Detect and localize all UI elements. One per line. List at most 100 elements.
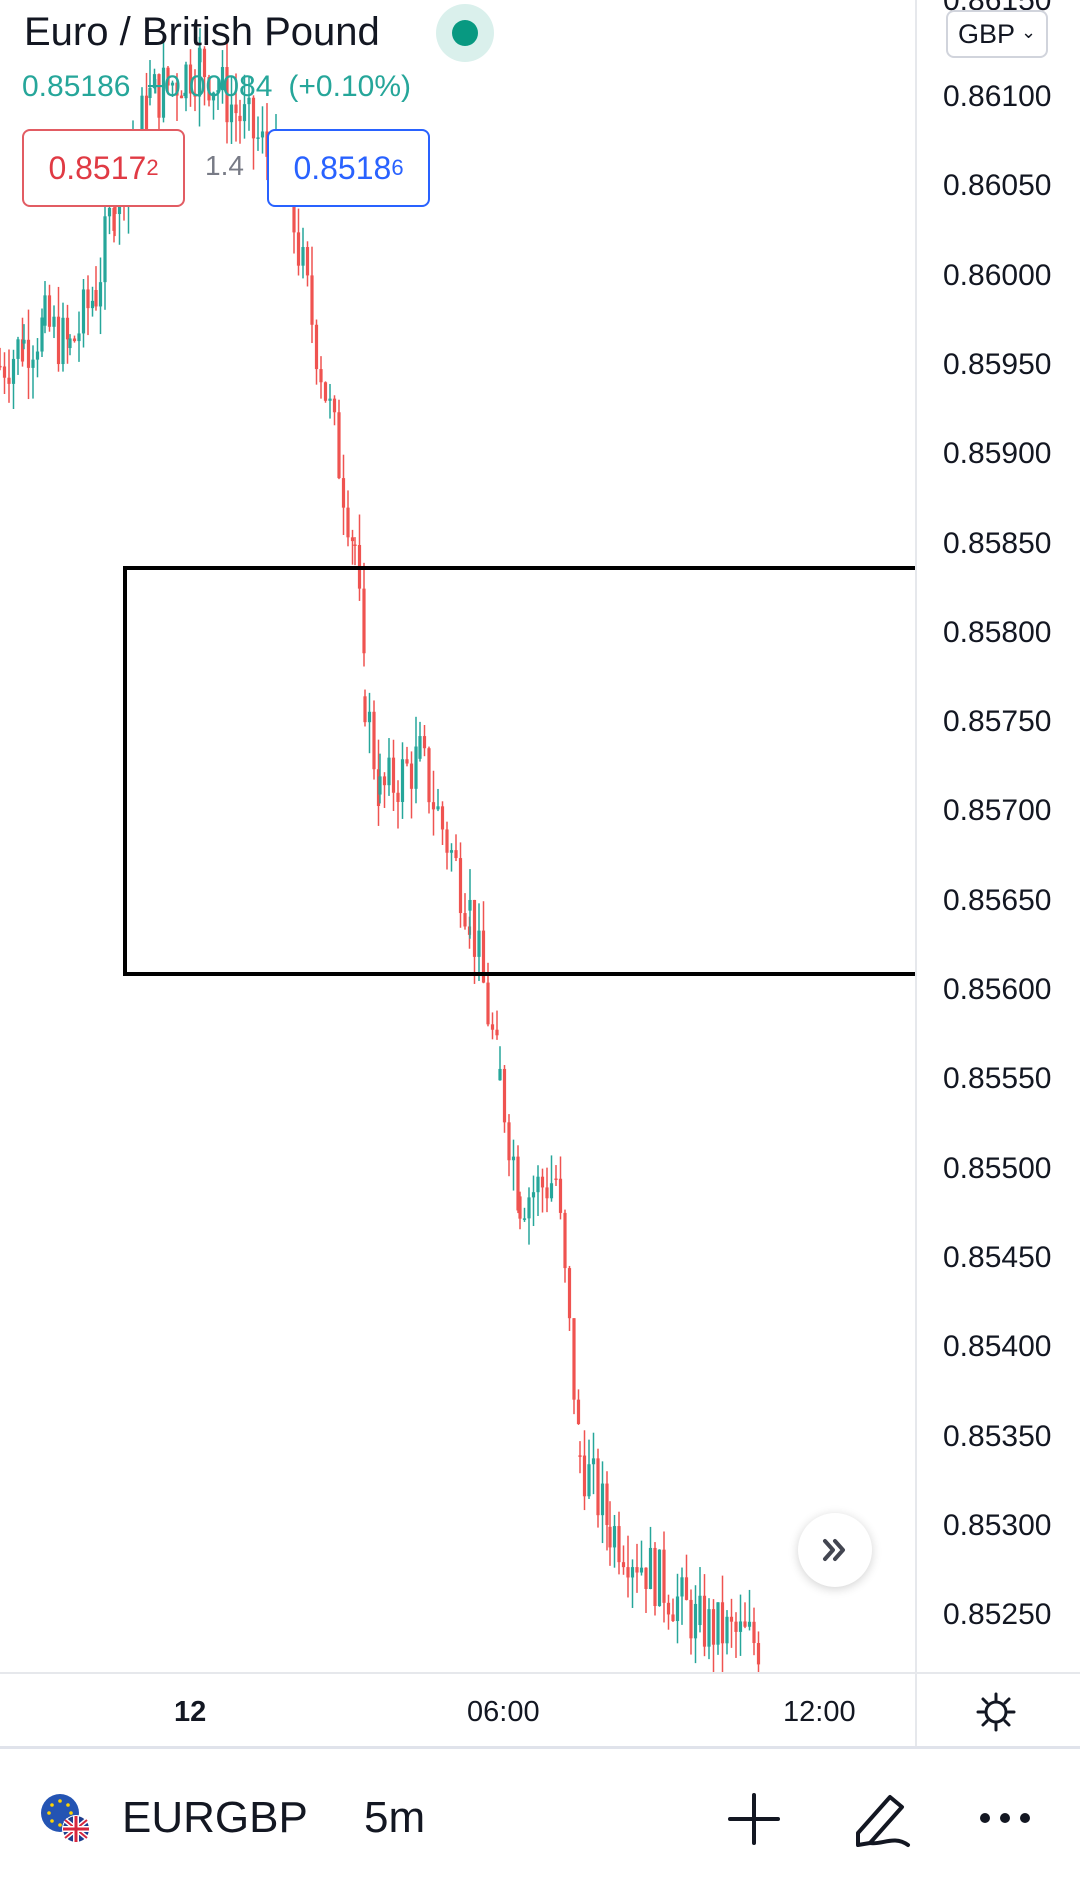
candle — [463, 893, 467, 930]
candle — [234, 73, 238, 142]
candle — [346, 490, 350, 547]
candle — [549, 1155, 554, 1202]
sell-price: 0.8517 — [48, 149, 147, 186]
candle — [56, 286, 61, 372]
candle — [216, 78, 220, 110]
candle — [52, 305, 56, 339]
candle — [675, 1573, 680, 1644]
candle — [11, 349, 16, 409]
candle — [756, 1631, 761, 1672]
symbol-name[interactable]: EURGBP — [122, 1793, 308, 1842]
rectangle-drawing[interactable] — [123, 566, 915, 976]
candle — [193, 69, 197, 112]
candle — [689, 1589, 693, 1655]
settings-gear-icon[interactable] — [974, 1690, 1018, 1734]
candle — [639, 1540, 644, 1576]
candle — [220, 50, 225, 104]
candle — [522, 1207, 527, 1222]
interval-selector[interactable]: 5m — [364, 1793, 426, 1842]
candle — [752, 1607, 756, 1656]
candle — [518, 1191, 522, 1230]
candle — [26, 309, 31, 400]
candle — [567, 1265, 572, 1331]
candle — [362, 562, 366, 667]
candle — [648, 1526, 653, 1590]
currency-selector[interactable]: GBP ⌄ — [946, 10, 1048, 58]
candle — [332, 395, 337, 426]
candle — [600, 1461, 605, 1544]
candle — [608, 1501, 612, 1566]
candle — [511, 1139, 516, 1191]
candle — [211, 91, 216, 120]
candle — [472, 899, 477, 984]
candle — [22, 324, 26, 350]
candle — [94, 266, 98, 311]
candle — [363, 689, 367, 727]
candle — [400, 742, 405, 819]
candle — [671, 1598, 675, 1622]
candle — [31, 345, 35, 399]
candle — [225, 38, 229, 144]
plus-icon[interactable] — [724, 1789, 784, 1849]
candle — [40, 308, 44, 358]
candle — [445, 821, 449, 870]
symbol-title[interactable]: Euro / British Pound — [24, 10, 380, 54]
candle — [440, 801, 445, 845]
price-label: 0.86100 — [943, 80, 1052, 113]
candle — [198, 28, 202, 71]
sell-button[interactable]: 0.8517 2 — [22, 129, 185, 207]
time-axis[interactable]: 12 06:00 12:00 — [0, 1672, 1080, 1748]
candle — [391, 739, 396, 811]
chart-area[interactable] — [0, 0, 915, 1672]
candle — [157, 73, 161, 135]
market-open-icon — [452, 20, 478, 46]
candle — [621, 1545, 626, 1575]
candle — [387, 738, 391, 796]
candle — [707, 1598, 711, 1660]
scroll-to-realtime-button[interactable] — [798, 1513, 872, 1587]
more-icon[interactable] — [978, 1803, 1032, 1833]
price-label: 0.86050 — [943, 169, 1052, 203]
price-axis[interactable]: 0.86150 0.86100 0.86050 0.86000 0.85950 0.85… — [915, 0, 1080, 1672]
candle — [7, 349, 11, 403]
candle — [418, 721, 422, 762]
market-status[interactable] — [436, 4, 494, 62]
candle — [558, 1156, 563, 1220]
candle — [477, 903, 481, 982]
candle — [353, 537, 357, 566]
candle — [587, 1439, 591, 1499]
candle — [184, 61, 188, 112]
candle — [382, 772, 387, 808]
candle — [422, 724, 427, 757]
candle — [170, 80, 175, 97]
candle — [314, 319, 319, 385]
candle — [747, 1589, 752, 1631]
candle — [161, 40, 166, 123]
candle — [468, 869, 472, 939]
spread: 1.4 — [205, 150, 244, 181]
time-label: 12:00 — [783, 1696, 856, 1728]
time-label-day: 12 — [174, 1696, 207, 1728]
candle — [502, 1065, 507, 1133]
buy-button[interactable]: 0.8518 6 — [267, 129, 430, 207]
candle — [578, 1441, 582, 1474]
candle — [72, 335, 77, 343]
buy-price-pipette: 6 — [391, 155, 404, 180]
candle — [653, 1542, 657, 1616]
candle — [536, 1165, 540, 1216]
candle — [729, 1598, 734, 1648]
pencil-icon[interactable] — [850, 1785, 912, 1851]
candle — [498, 1046, 502, 1081]
candle — [229, 75, 234, 144]
candle — [98, 257, 103, 335]
price-label: 0.85900 — [943, 437, 1052, 471]
time-label: 06:00 — [467, 1696, 540, 1728]
candle — [405, 746, 409, 767]
candle — [605, 1471, 609, 1551]
candle — [591, 1432, 596, 1495]
candle — [350, 529, 355, 565]
candle — [207, 74, 211, 107]
candle — [458, 842, 463, 928]
candle — [68, 334, 72, 356]
last-price: 0.85186 — [22, 70, 131, 103]
